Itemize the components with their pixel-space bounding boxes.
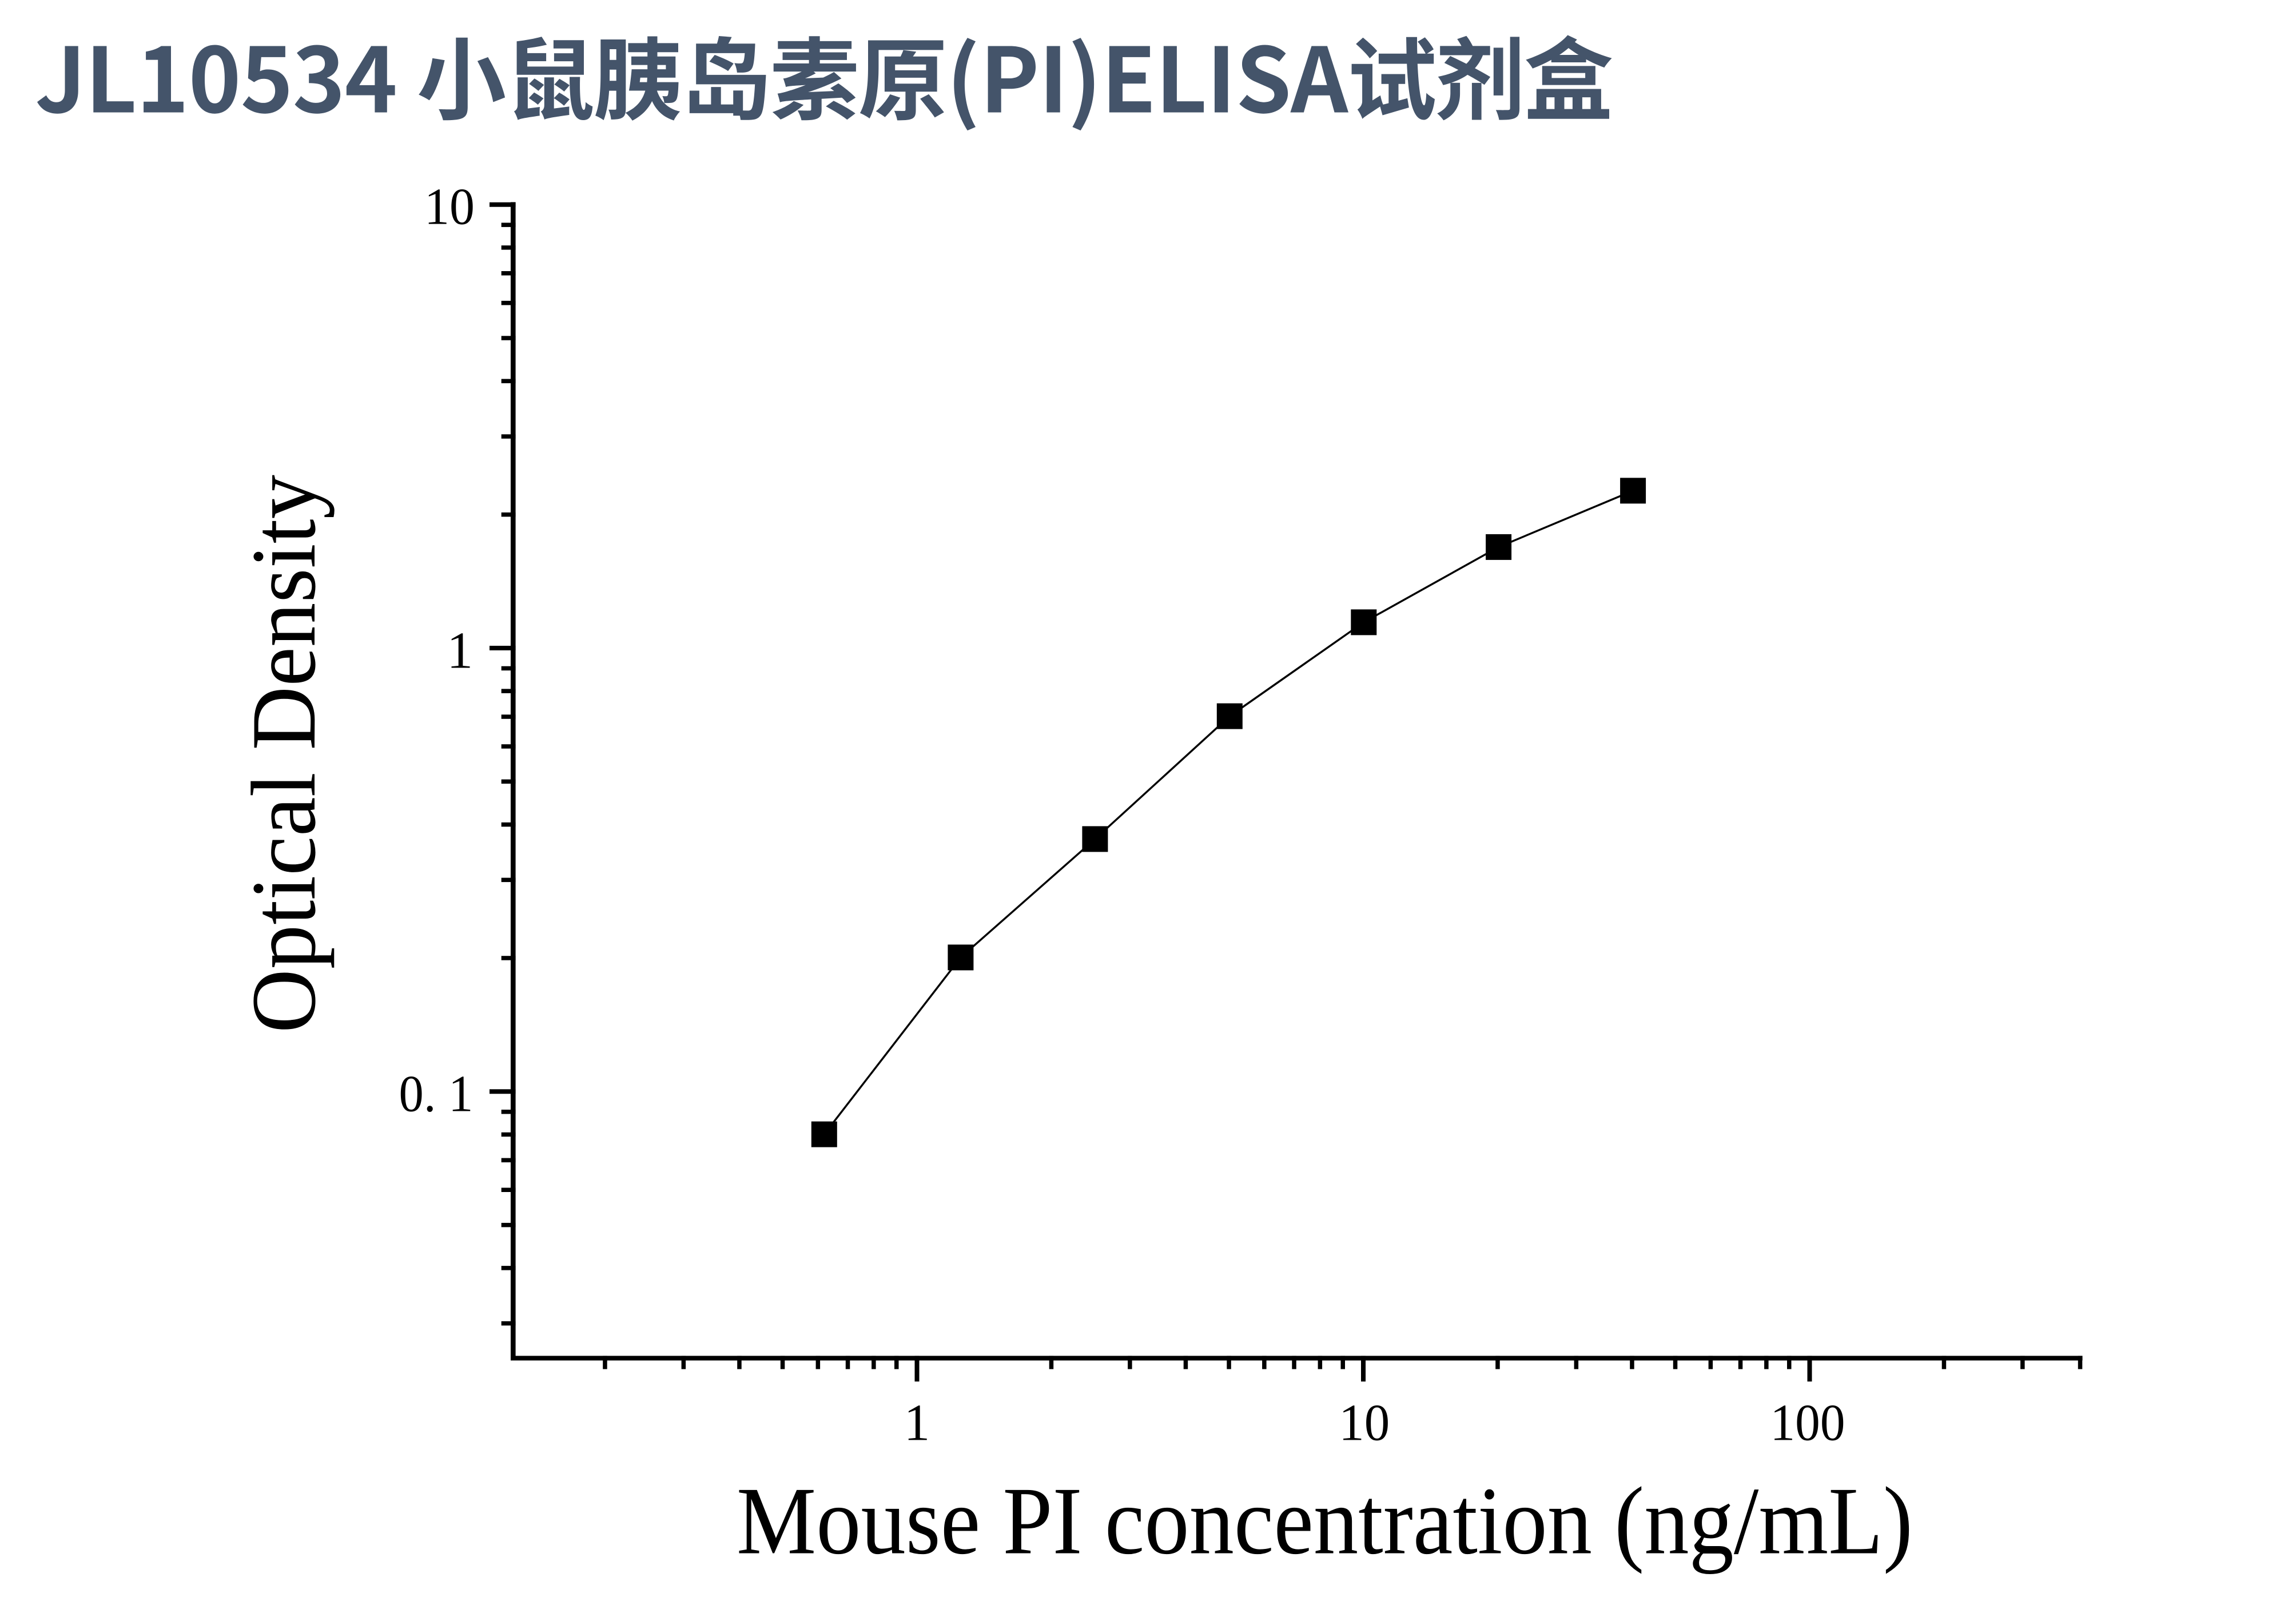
svg-text:1: 1 (904, 1393, 930, 1451)
svg-text:1: 1 (447, 621, 473, 679)
svg-text:Optical Density: Optical Density (233, 475, 335, 1033)
svg-text:10: 10 (424, 178, 475, 236)
svg-text:100: 100 (1770, 1393, 1845, 1451)
svg-text:10: 10 (1339, 1393, 1390, 1451)
svg-text:Mouse PI concentration (ng/mL): Mouse PI concentration (ng/mL) (737, 1467, 1913, 1575)
svg-text:0. 1: 0. 1 (399, 1064, 473, 1122)
